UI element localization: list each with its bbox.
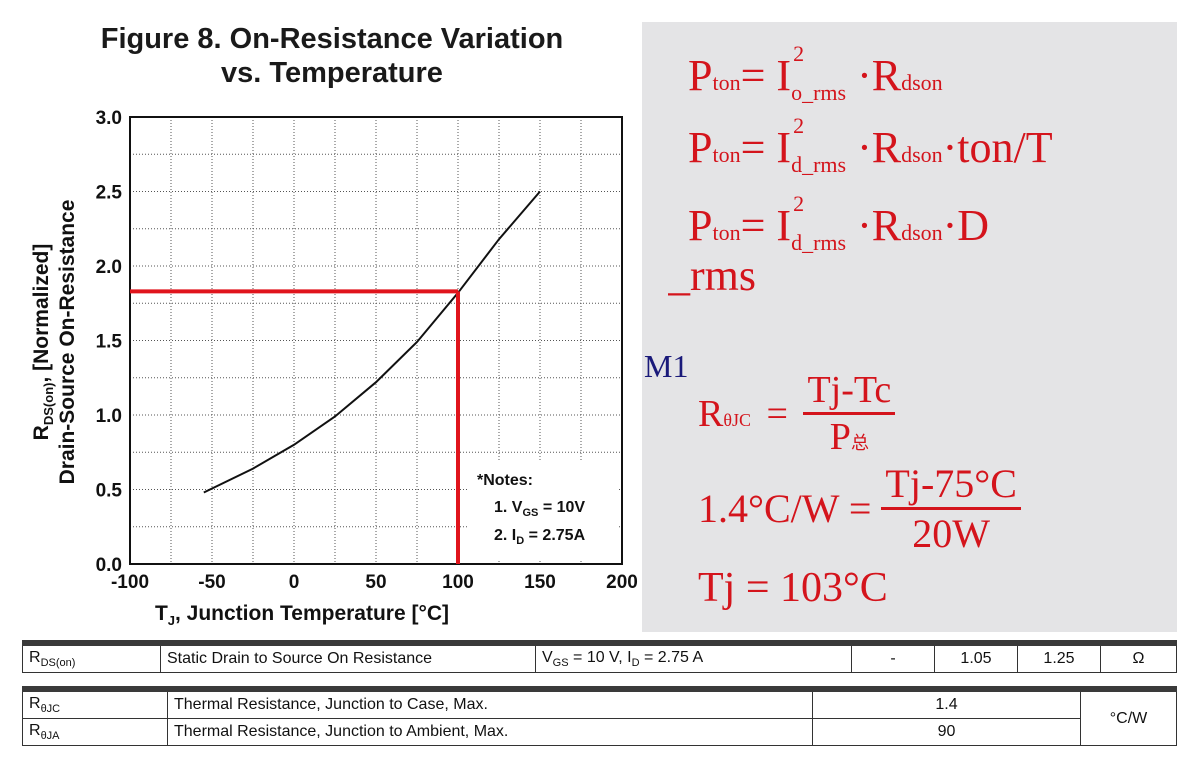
notes-background	[467, 462, 617, 560]
unit-cell: °C/W	[1080, 688, 1177, 746]
formula-r-theta-jc: RθJC = Tj-Tc P总	[698, 368, 896, 459]
unit-cell: Ω	[1100, 642, 1177, 673]
formula-thermal-calc: 1.4°C/W = Tj-75°C 20W	[698, 460, 1021, 557]
param-cell: Thermal Resistance, Junction to Case, Ma…	[167, 688, 813, 719]
thermal-table: RθJC Thermal Resistance, Junction to Cas…	[22, 686, 1177, 746]
x-tick-label: 100	[442, 572, 474, 593]
min-cell: -	[851, 642, 935, 673]
spec-tables: RDS(on) Static Drain to Source On Resist…	[22, 632, 1177, 752]
screenshot-frame: Figure 8. On-Resistance Variation vs. Te…	[22, 22, 1177, 752]
x-tick-label: 200	[606, 572, 638, 593]
y-axis-label-line2: Drain-Source On-Resistance	[56, 200, 79, 485]
symbol-cell: RθJA	[22, 718, 168, 746]
x-tick-label: 150	[524, 572, 556, 593]
table-row: RθJC Thermal Resistance, Junction to Cas…	[22, 688, 1177, 746]
x-tick-label: -100	[111, 572, 149, 593]
table-row: RθJA Thermal Resistance, Junction to Amb…	[22, 718, 1177, 746]
note-heading: *Notes:	[477, 472, 533, 489]
chart-title-line1: Figure 8. On-Resistance Variation	[101, 23, 564, 55]
max-cell: 1.25	[1017, 642, 1101, 673]
tick-labels: -100 -50 0 50 100 150 200 0.0 0.5 1.0 1.5 2.0 2.5 3.0	[96, 108, 638, 593]
chart-panel: Figure 8. On-Resistance Variation vs. Te…	[22, 22, 642, 632]
formula-board: Pton= I 2 o_rms ·Rdson Pton= I 2 d_rms ·Rdso…	[642, 22, 1177, 632]
y-tick-label: 2.0	[96, 257, 122, 278]
value-cell: 90	[812, 718, 1081, 746]
y-axis-label-line1: RDS(on), [Normalized]	[30, 244, 56, 441]
formula-p-ton-2: Pton= I 2 d_rms ·Rdson·ton/T	[688, 113, 1053, 177]
y-tick-label: 1.5	[96, 332, 123, 353]
y-tick-label: 0.5	[96, 481, 123, 502]
y-tick-label: 2.5	[96, 183, 123, 204]
on-resistance-table: RDS(on) Static Drain to Source On Resist…	[22, 640, 1177, 673]
x-tick-label: 50	[365, 572, 386, 593]
formula-partial-rms: o_rms	[646, 251, 756, 300]
symbol-cell: RθJC	[22, 688, 168, 719]
value-cell: 1.4	[812, 688, 1081, 719]
plot-frame	[129, 116, 623, 565]
formula-p-ton-1: Pton= I 2 o_rms ·Rdson	[688, 41, 943, 105]
y-tick-label: 3.0	[96, 108, 122, 129]
param-cell: Static Drain to Source On Resistance	[160, 642, 536, 673]
chart-marks	[130, 190, 541, 564]
typ-cell: 1.05	[934, 642, 1018, 673]
formula-tj-result: Tj = 103°C	[698, 565, 888, 611]
notes-box: *Notes: 1. VGS = 10V 2. ID = 2.75A	[467, 462, 617, 560]
x-tick-label: -50	[198, 572, 225, 593]
note-1: 1. VGS = 10V	[494, 499, 585, 519]
formula-partial-m1: M1	[644, 348, 689, 384]
param-cell: Thermal Resistance, Junction to Ambient,…	[167, 718, 813, 746]
chart-title-line2: vs. Temperature	[221, 57, 443, 89]
table-row: RDS(on) Static Drain to Source On Resist…	[22, 642, 1177, 673]
symbol-cell: RDS(on)	[22, 642, 161, 673]
condition-cell: VGS = 10 V, ID = 2.75 A	[535, 642, 852, 673]
x-tick-label: 0	[289, 572, 300, 593]
x-axis-label: TJ, Junction Temperature [°C]	[155, 602, 449, 628]
datasheet-chart: Figure 8. On-Resistance Variation vs. Te…	[30, 23, 638, 628]
formula-p-ton-3: Pton= I 2 d_rms ·Rdson·D	[688, 191, 990, 255]
series-line	[203, 190, 541, 494]
y-tick-label: 1.0	[96, 406, 122, 427]
y-tick-label: 0.0	[96, 555, 122, 576]
